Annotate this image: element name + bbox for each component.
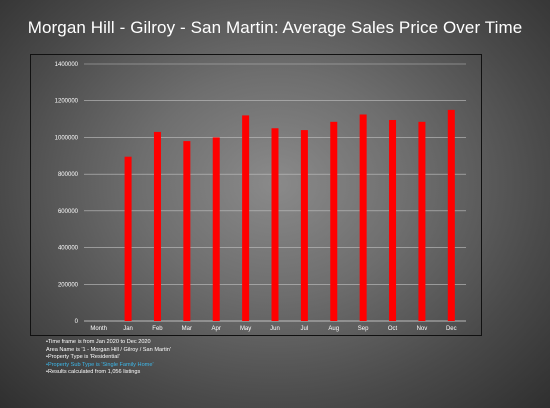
bar-mar [183,141,191,321]
note-listing-count: •Results calculated from 1,056 listings [46,369,141,376]
x-tick-label: Aug [328,326,339,332]
x-tick-label: Feb [152,326,163,332]
chart-title: Morgan Hill - Gilroy - San Martin: Avera… [27,18,523,37]
y-tick-label: 600000 [58,209,79,215]
x-tick-label: Nov [417,326,428,332]
x-tick-label: May [240,326,251,332]
x-tick-label: Mar [182,326,192,332]
x-tick-label: Sep [358,326,369,332]
note-property-sub-type: •Property Sub Type is 'Single Family Hom… [46,361,154,368]
bar-jan [124,156,132,321]
x-tick-label: Jul [301,326,309,332]
note-property-type: •Property Type is 'Residential' [46,354,120,361]
y-tick-label: 0 [75,319,79,325]
y-tick-label: 800000 [58,172,79,178]
y-tick-label: 1200000 [55,99,79,105]
chart-frame [30,54,482,336]
note-time-frame: •Time frame is from Jan 2020 to Dec 2020 [46,339,151,345]
note-area-name: Area Name is '1 - Morgan Hill / Gilroy /… [46,346,171,353]
x-tick-label: Oct [388,326,398,332]
x-tick-label: Dec [446,326,457,332]
bar-chart: 0 200000 400000 600000 800000 1000000 1200000 1… [55,62,466,332]
x-tick-label: Jan [123,326,133,332]
y-tick-label: 200000 [58,282,79,288]
y-tick-label: 1000000 [55,135,79,141]
bar-dec [447,109,455,321]
bar-sep [359,114,367,321]
bar-feb [153,131,161,321]
x-tick-label: Apr [212,326,221,332]
bar-apr [212,137,220,321]
y-tick-label: 1400000 [55,62,79,68]
y-tick-label: 400000 [58,246,79,252]
x-tick-label: Month [90,326,107,332]
bar-nov [418,121,426,321]
bar-oct [389,119,397,321]
chart-notes: •Time frame is from Jan 2020 to Dec 2020… [46,339,171,377]
bar-may [242,115,250,322]
bar-aug [330,121,338,321]
bar-jul [300,130,308,321]
x-tick-label: Jun [270,326,280,332]
bar-jun [271,128,279,321]
